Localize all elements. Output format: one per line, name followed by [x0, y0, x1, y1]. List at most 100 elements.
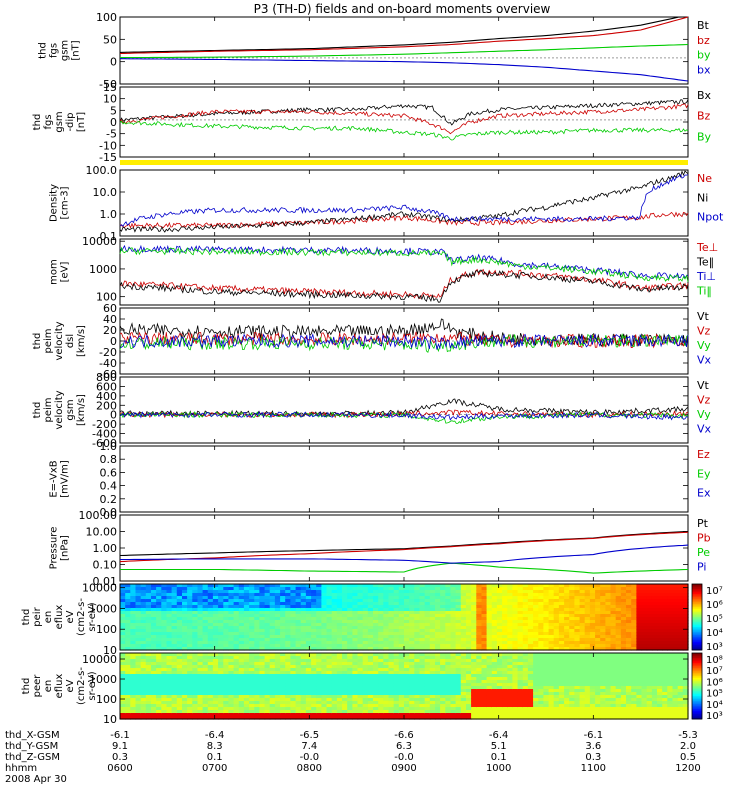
y-tick-label: 400 — [96, 390, 117, 403]
series-line-By — [119, 120, 689, 141]
y-axis-label: [nT] — [76, 112, 87, 132]
legend-entry: Pt — [697, 517, 709, 530]
panel-frame — [119, 86, 689, 158]
y-axis-label: Density — [49, 184, 60, 222]
series-line-Vx — [119, 411, 689, 421]
y-tick-label: 10.0 — [93, 186, 118, 199]
footer-value: -6.1 — [584, 730, 604, 741]
y-tick-label: 0.2 — [100, 493, 118, 506]
series-line-bx — [120, 58, 689, 82]
y-axis-label: Pressure — [49, 527, 60, 570]
footer-value: -0.0 — [394, 752, 414, 763]
footer-value: -6.5 — [300, 730, 320, 741]
y-axis-label: en — [43, 611, 54, 624]
quality-flag-bar — [120, 160, 688, 165]
colorbar-tick: 10⁵ — [706, 689, 723, 700]
colorbar — [691, 583, 703, 651]
footer-value: -5.3 — [678, 730, 698, 741]
y-axis-label: velocity — [54, 390, 65, 429]
y-tick-label: -400 — [92, 428, 117, 441]
y-tick-label: 0.8 — [100, 453, 118, 466]
y-tick-label: 1000 — [89, 263, 117, 276]
footer-value: 7.4 — [301, 741, 317, 752]
footer-value: 0.1 — [207, 752, 223, 763]
series-line-Bx — [119, 99, 689, 126]
y-axis-label: eV — [65, 610, 76, 623]
y-tick-label: 0 — [110, 409, 117, 422]
y-axis-label: [nPa] — [60, 535, 71, 561]
y-tick-label: 10 — [103, 644, 117, 657]
legend-entry: Vy — [697, 408, 711, 421]
legend-entry: Ni — [697, 191, 708, 204]
series-line-Pt — [119, 530, 689, 557]
footer-row-label: hhmm — [5, 763, 37, 774]
y-axis-label: thd — [32, 402, 43, 419]
colorbar — [691, 652, 703, 720]
footer-value: -6.1 — [110, 730, 130, 741]
y-axis-label: gsm — [54, 111, 65, 132]
y-axis-label: thd — [21, 678, 32, 695]
orbit-footer: thd_X-GSM -6.1 -6.4 -6.5 -6.6 -6.4 -6.1 -5.3 thd… — [5, 730, 701, 785]
y-tick-label: 40 — [103, 313, 117, 326]
footer-value: -0.0 — [300, 752, 320, 763]
panel-7: 100.00 10.00 1.00 0.10 0.01 Pressure [nPa] Pt Pb… — [49, 509, 711, 588]
footer-value: 3.6 — [585, 741, 601, 752]
legend-entry: Te⊥ — [696, 241, 718, 254]
y-tick-label: 800 — [96, 371, 117, 384]
colorbar-tick: 10⁷ — [706, 586, 723, 597]
y-tick-label: 100 — [96, 11, 117, 24]
footer-value: 0.1 — [491, 752, 507, 763]
legend-entry: bx — [697, 63, 711, 76]
y-axis-label: (cm2-s- — [76, 667, 87, 705]
y-tick-label: 200 — [96, 399, 117, 412]
y-tick-label: -600 — [92, 437, 117, 450]
footer-value: 0800 — [297, 763, 322, 774]
footer-value: 6.3 — [396, 741, 412, 752]
y-tick-label: 1000 — [89, 602, 117, 615]
y-tick-label: -50 — [99, 78, 117, 91]
panel-frame — [119, 514, 689, 582]
panel-frame — [119, 445, 689, 513]
footer-value: 0.3 — [585, 752, 601, 763]
legend-entry: Ti⊥ — [696, 270, 716, 283]
series-line-Bt — [119, 16, 688, 53]
legend-entry: Pb — [697, 532, 711, 545]
y-tick-label: 50 — [103, 33, 117, 46]
legend-entry: Pe — [697, 546, 710, 559]
y-tick-label: 0 — [110, 56, 117, 69]
y-axis-label: eflux — [54, 674, 65, 699]
footer-value: 0.3 — [112, 752, 128, 763]
y-tick-label: 5 — [110, 104, 117, 117]
legend-entry: Vx — [697, 354, 712, 367]
y-tick-label: 100.0 — [86, 164, 118, 177]
y-axis-label: (cm2-s- — [76, 598, 87, 636]
footer-value: 1000 — [486, 763, 511, 774]
y-tick-label: 20 — [103, 324, 117, 337]
y-tick-label: 0.10 — [93, 559, 118, 572]
y-axis-label: eV — [65, 679, 76, 692]
y-axis-label: thd — [32, 333, 43, 350]
footer-value: 8.3 — [207, 741, 223, 752]
y-tick-label: -15 — [99, 151, 117, 164]
y-tick-label: 10.00 — [86, 526, 118, 539]
y-axis-label: -dip — [65, 112, 76, 131]
footer-date: 2008 Apr 30 — [5, 774, 67, 785]
footer-value: 5.1 — [491, 741, 507, 752]
panel-2: 100.0 10.0 1.0 0.1 Density [cm-3] Ne Ni Npot — [49, 164, 724, 243]
colorbar-tick: 10⁶ — [706, 600, 723, 611]
y-axis-label: [nT] — [71, 40, 82, 60]
legend-entry: Vz — [697, 394, 711, 407]
footer-value: -6.4 — [205, 730, 225, 741]
panel-frame — [119, 376, 689, 444]
footer-value: 0.5 — [680, 752, 696, 763]
legend-entry: Npot — [697, 211, 724, 224]
y-axis-label: peim — [43, 397, 54, 422]
legend-entry: Ne — [697, 172, 712, 185]
series-line-Bz — [119, 103, 689, 135]
legend-entry: by — [697, 49, 711, 62]
y-tick-label: 600 — [96, 380, 117, 393]
footer-row-label: thd_Y-GSM — [5, 741, 58, 752]
y-tick-label: 0 — [110, 116, 117, 129]
y-tick-label: 1.0 — [100, 440, 118, 453]
series-line-Vx — [119, 333, 689, 350]
